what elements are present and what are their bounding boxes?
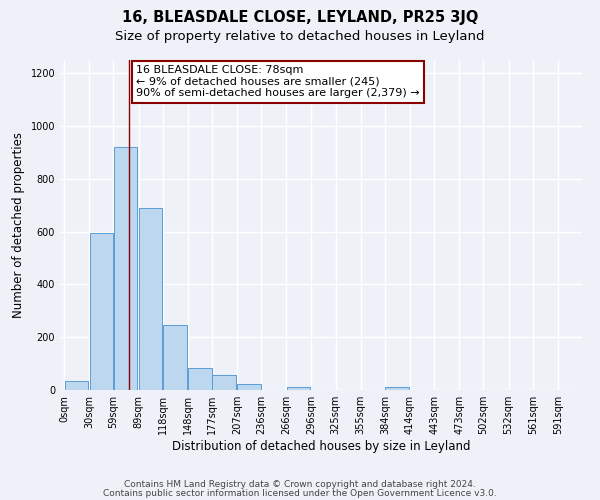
Text: Contains HM Land Registry data © Crown copyright and database right 2024.: Contains HM Land Registry data © Crown c…	[124, 480, 476, 489]
Bar	[212, 376, 236, 390]
Bar	[65, 381, 88, 390]
Text: Size of property relative to detached houses in Leyland: Size of property relative to detached ho…	[115, 30, 485, 43]
X-axis label: Distribution of detached houses by size in Leyland: Distribution of detached houses by size …	[172, 440, 470, 453]
Bar	[385, 388, 409, 390]
Text: 16 BLEASDALE CLOSE: 78sqm
← 9% of detached houses are smaller (245)
90% of semi-: 16 BLEASDALE CLOSE: 78sqm ← 9% of detach…	[136, 66, 419, 98]
Bar	[163, 326, 187, 390]
Text: 16, BLEASDALE CLOSE, LEYLAND, PR25 3JQ: 16, BLEASDALE CLOSE, LEYLAND, PR25 3JQ	[122, 10, 478, 25]
Text: Contains public sector information licensed under the Open Government Licence v3: Contains public sector information licen…	[103, 488, 497, 498]
Bar	[139, 208, 163, 390]
Bar	[287, 387, 310, 390]
Bar	[89, 233, 113, 390]
Bar	[238, 384, 261, 390]
Bar	[114, 147, 137, 390]
Y-axis label: Number of detached properties: Number of detached properties	[12, 132, 25, 318]
Bar	[188, 368, 212, 390]
